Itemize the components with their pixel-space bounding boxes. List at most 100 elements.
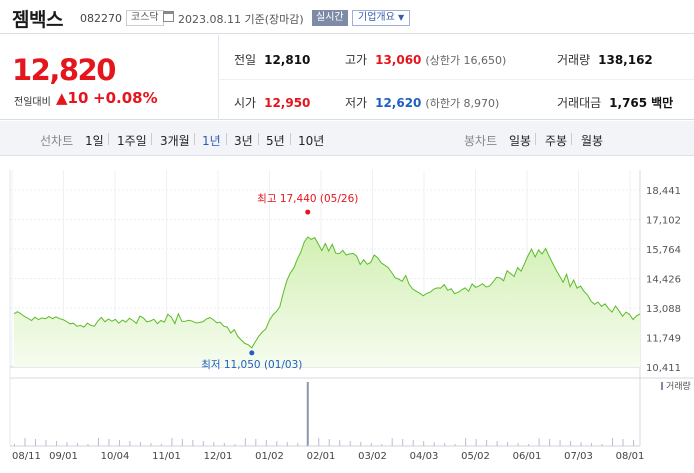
volume-bar [507, 442, 509, 446]
volume-bar [402, 439, 404, 446]
y-tick-label: 17,102 [646, 216, 681, 227]
current-price: 12,820 [12, 53, 116, 87]
volume-label: 거래량 [557, 53, 591, 67]
tab-1year[interactable]: 1년 [202, 134, 221, 148]
volume-bar [601, 444, 603, 446]
divider [290, 133, 291, 145]
tab-3year[interactable]: 3년 [234, 134, 253, 148]
volume-bar [139, 442, 141, 446]
stock-header: 젬백스 082270 코스닥 2023.08.11 기준(장마감) 실시간 기업… [0, 0, 694, 34]
chevron-down-icon: ▼ [398, 13, 405, 22]
volume-bar [318, 438, 320, 446]
y-tick-label: 14,426 [646, 275, 681, 286]
volume-bar [349, 441, 351, 446]
x-tick-label: 04/03 [410, 451, 439, 462]
realtime-button[interactable]: 실시간 [312, 10, 348, 26]
volume-bar [486, 440, 488, 446]
volume-bar [213, 442, 215, 446]
y-tick-label: 18,441 [646, 186, 681, 197]
extreme-markers: 최고 17,440 (05/26) 최저 11,050 (01/03) [201, 193, 358, 371]
company-overview-button[interactable]: 기업개요 ▼ [352, 10, 411, 26]
volume-bar [45, 440, 47, 446]
candle-chart-label: 봉차트 [464, 134, 498, 148]
volume-bar [171, 438, 173, 446]
volume-bar [528, 444, 530, 446]
tab-5year[interactable]: 5년 [266, 134, 285, 148]
upper-limit: (상한가 16,650) [425, 54, 507, 67]
high-point-marker [305, 209, 311, 215]
price-chart[interactable]: 18,441 17,102 15,764 14,426 13,088 11,749 10,4… [0, 156, 694, 473]
stock-code: 082270 [80, 12, 122, 25]
high-point-label: 최고 17,440 (05/26) [257, 193, 358, 205]
price-chart-svg: 18,441 17,102 15,764 14,426 13,088 11,749 10,4… [9, 170, 694, 462]
quote-date: 2023.08.11 기준(장마감) [178, 11, 304, 27]
change-percent: +0.08% [93, 89, 158, 107]
tab-1day[interactable]: 1일 [85, 134, 104, 148]
prev-close-value: 12,810 [264, 53, 311, 67]
x-tick-label: 11/01 [152, 451, 181, 462]
tab-daily[interactable]: 일봉 [509, 134, 532, 148]
volume-bar [622, 439, 624, 446]
volume-bar [87, 444, 89, 446]
tab-1week[interactable]: 1주일 [117, 134, 147, 148]
x-tick-label: 05/02 [461, 451, 490, 462]
volume-bar [538, 438, 540, 446]
date-basis: 기준(장마감) [244, 13, 304, 26]
x-tick-label: 01/02 [255, 451, 284, 462]
volume-bar [633, 440, 635, 446]
divider [218, 35, 219, 120]
volume-bar [150, 443, 152, 446]
prev-close: 전일 12,810 [234, 51, 310, 68]
prev-close-label: 전일 [234, 53, 257, 67]
volume-bar [391, 438, 393, 446]
volume-bar [580, 442, 582, 446]
volume-bar [276, 441, 278, 446]
volume-bar [454, 444, 456, 446]
volume-bar [591, 443, 593, 446]
calendar-icon [163, 11, 174, 22]
volume-bar [328, 439, 330, 446]
divider [194, 133, 195, 145]
tab-10year[interactable]: 10년 [298, 134, 325, 148]
low-label: 저가 [345, 96, 368, 110]
volume-bar [24, 438, 26, 446]
x-axis: 08/11 09/01 10/04 11/01 12/01 01/02 02/01 03/02… [12, 451, 644, 462]
y-tick-label: 15,764 [646, 245, 681, 256]
low-value: 12,620 [375, 96, 422, 110]
company-overview-label: 기업개요 [358, 12, 395, 23]
volume-bar [55, 441, 57, 446]
low-price: 저가 12,620 (하한가 8,970) [345, 94, 499, 111]
tab-weekly[interactable]: 주봉 [545, 134, 568, 148]
trade-value-value: 1,765 [609, 96, 648, 110]
divider [571, 133, 572, 145]
low-point-marker [249, 350, 255, 356]
open-value: 12,950 [264, 96, 311, 110]
high-label: 고가 [345, 53, 368, 67]
volume-bar [129, 441, 131, 446]
divider [226, 133, 227, 145]
trade-value-label: 거래대금 [557, 96, 602, 110]
x-tick-label: 07/03 [564, 451, 593, 462]
volume-bar [433, 442, 435, 446]
volume-bar [34, 439, 36, 446]
price-area [14, 237, 640, 367]
volume-bar [223, 443, 225, 446]
x-tick-label: 06/01 [513, 451, 542, 462]
tab-3month[interactable]: 3개월 [160, 134, 190, 148]
volume-bar [234, 444, 236, 446]
volume-bar [339, 440, 341, 446]
volume-bar [181, 439, 183, 446]
volume-bar [496, 441, 498, 446]
divider [258, 133, 259, 145]
lower-limit: (하한가 8,970) [425, 97, 500, 110]
x-tick-label: 09/01 [49, 451, 78, 462]
volume-bar [14, 444, 15, 446]
volume-bar [517, 443, 519, 446]
volume-bar [286, 442, 288, 446]
stock-name: 젬백스 [12, 9, 63, 31]
volume-bar [549, 439, 551, 446]
high-price: 고가 13,060 (상한가 16,650) [345, 51, 506, 68]
volume-bar [265, 440, 267, 446]
tab-monthly[interactable]: 월봉 [581, 134, 604, 148]
volume-bar [612, 438, 614, 446]
